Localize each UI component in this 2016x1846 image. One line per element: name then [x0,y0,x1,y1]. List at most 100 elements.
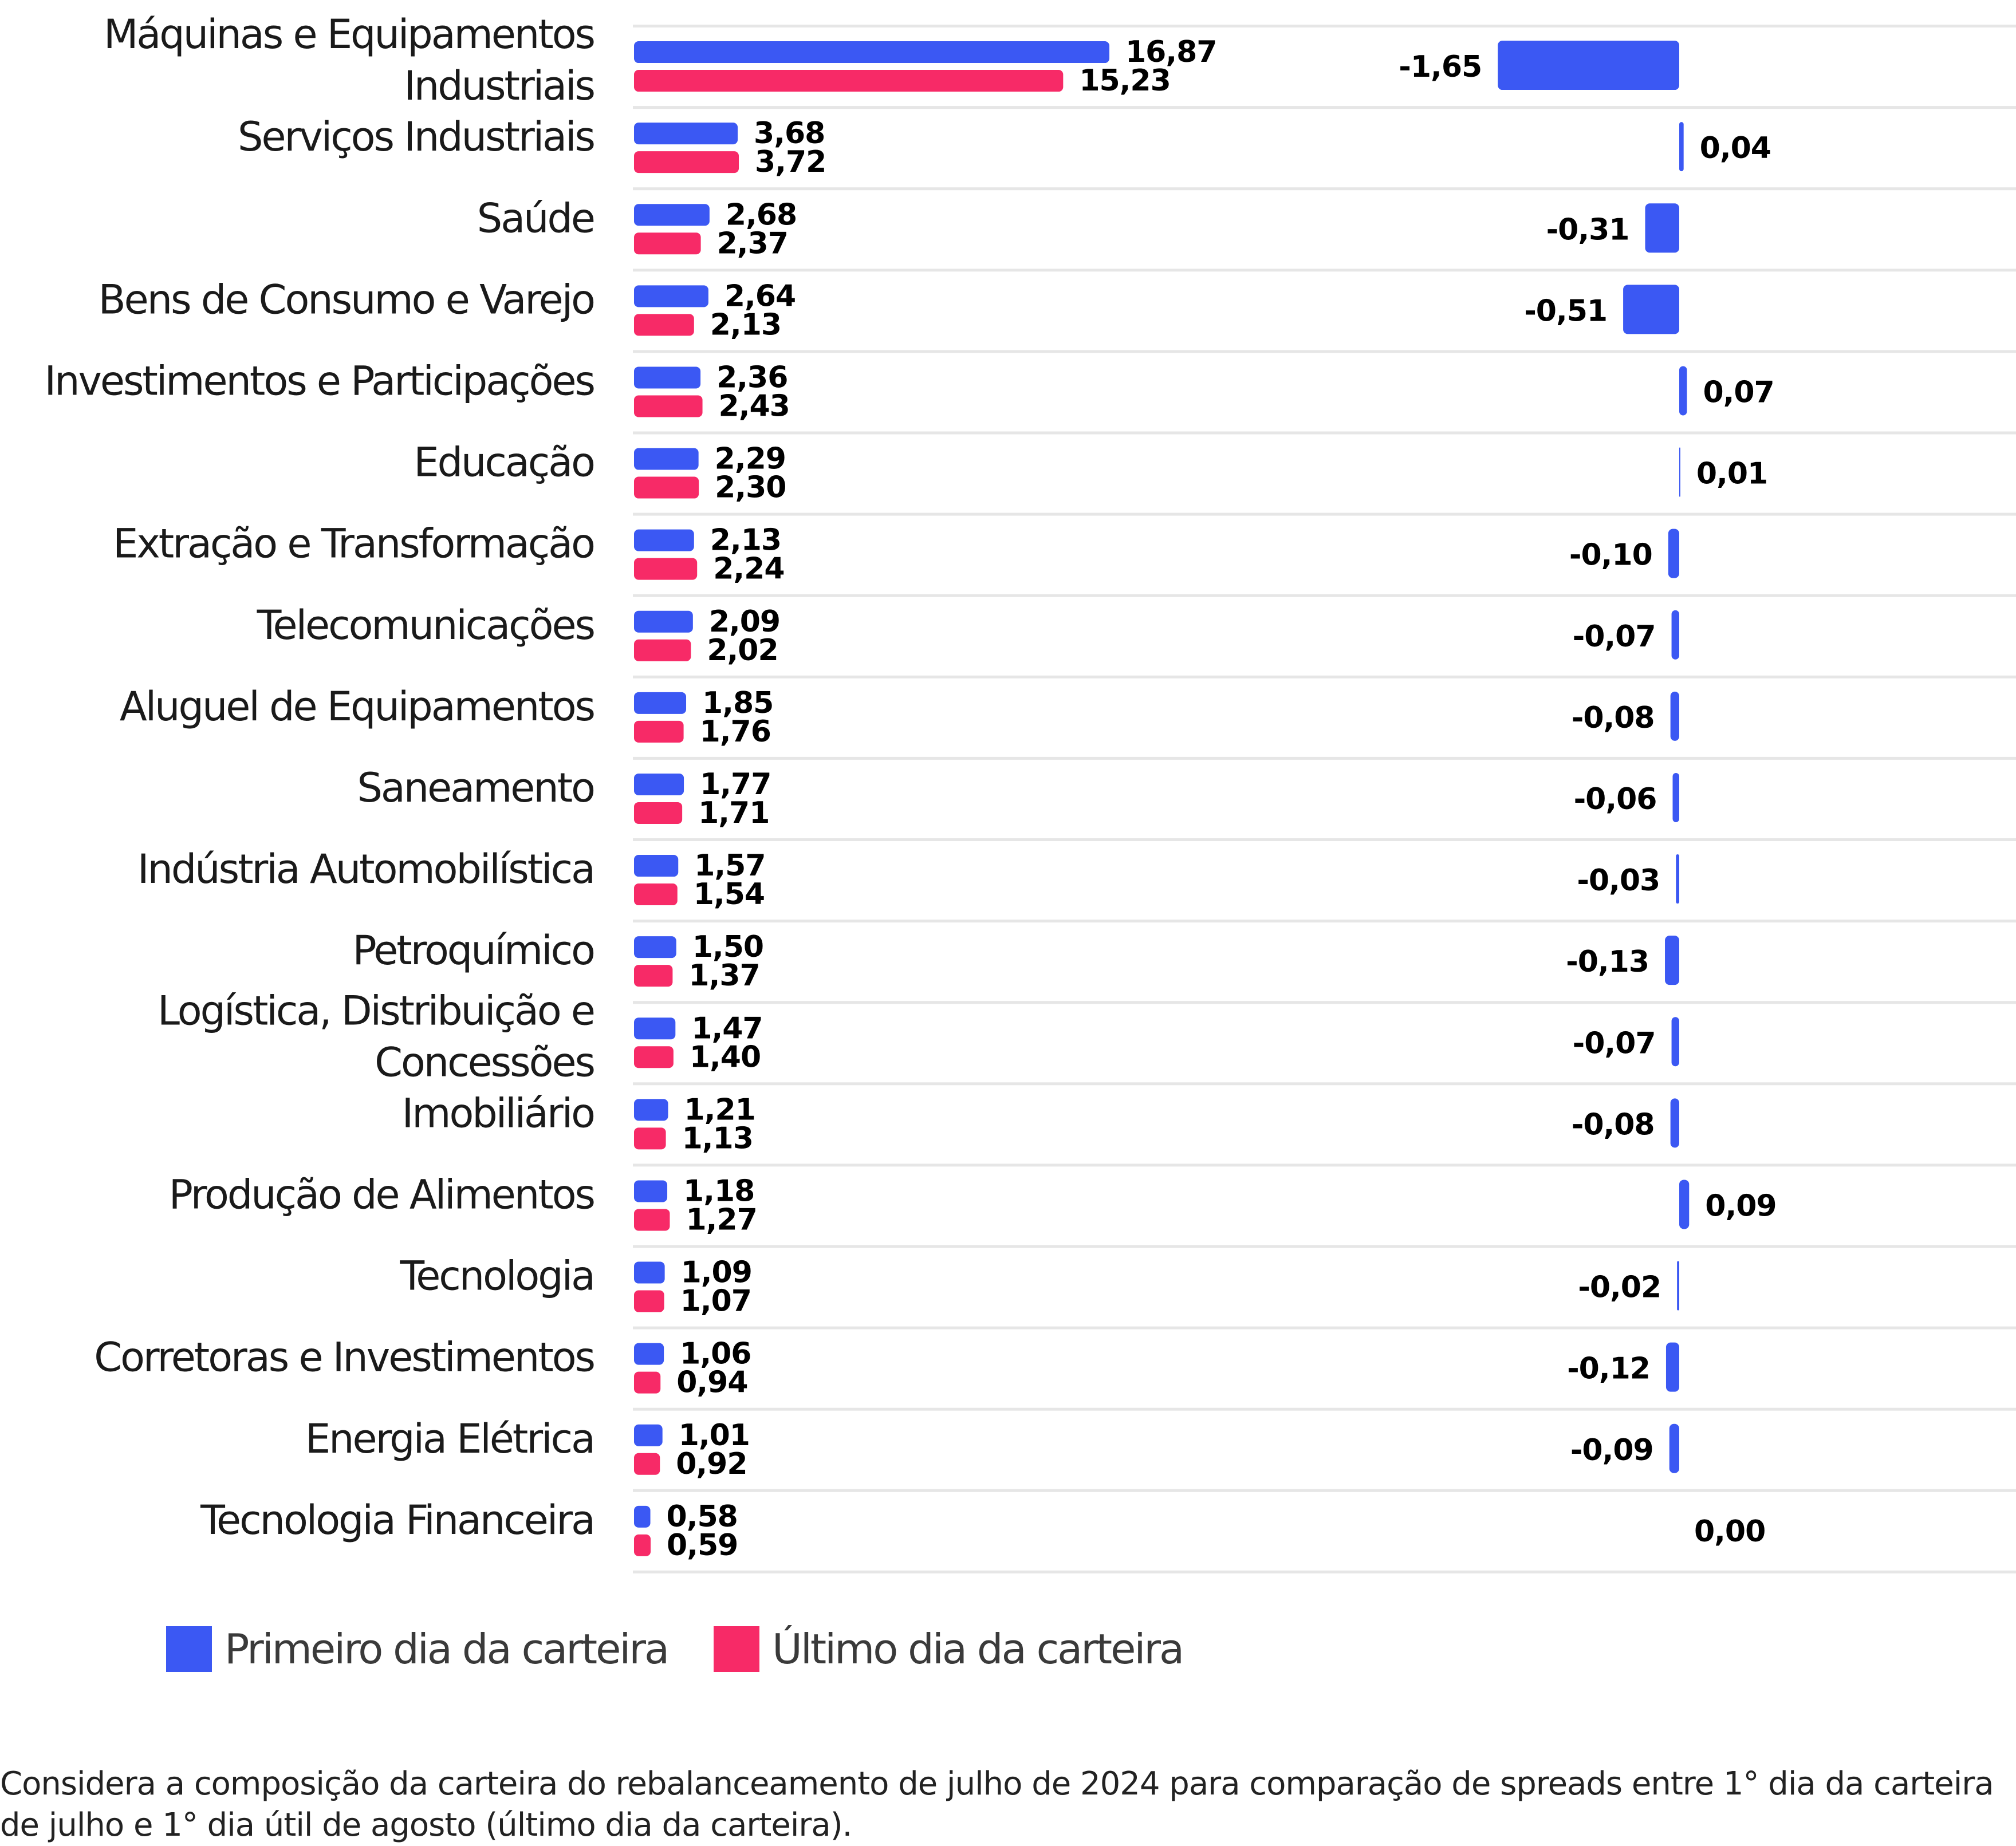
value-label-first-day: 0,58 [667,1500,738,1534]
bar-first-day [634,855,679,877]
value-label-last-day: 1,27 [686,1202,757,1237]
row-divider [633,512,2016,516]
value-label-first-day: 2,09 [709,605,780,639]
value-label-difference: -0,51 [1524,294,1607,328]
bar-last-day [634,1371,661,1394]
value-label-difference: -0,10 [1569,538,1652,573]
bar-last-day [634,883,678,906]
row-divider [633,594,2016,597]
value-label-difference: -0,09 [1570,1433,1653,1468]
bar-last-day [634,1209,670,1231]
category-label: Serviços Industriais [238,113,594,160]
category-label: Máquinas e Equipamentos Industriais [104,11,594,109]
bar-difference [1677,1261,1679,1311]
value-label-difference: 0,01 [1696,457,1767,491]
category-label: Imobiliário [402,1090,594,1137]
value-label-last-day: 2,02 [707,633,778,668]
value-label-first-day: 2,68 [726,198,797,232]
bar-last-day [634,639,691,661]
category-label: Logística, Distribuição e Concessões [158,987,594,1086]
category-label: Tecnologia [399,1253,594,1300]
value-label-first-day: 2,29 [715,442,786,476]
legend-label-first-day: Primeiro dia da carteira [225,1625,670,1673]
value-label-last-day: 1,40 [690,1040,761,1074]
value-label-last-day: 1,54 [694,877,765,912]
value-label-first-day: 16,87 [1125,35,1216,69]
value-label-last-day: 2,13 [710,307,781,342]
footnote: Considera a composição da carteira do re… [0,1765,1994,1844]
bar-difference [1670,1098,1679,1148]
row-divider [633,675,2016,679]
value-label-difference: -0,07 [1573,620,1656,654]
bar-last-day [634,1046,674,1068]
bar-difference [1670,691,1679,741]
value-label-first-day: 1,50 [692,930,763,964]
row-divider [633,756,2016,760]
bar-first-day [634,1099,668,1121]
value-label-first-day: 1,57 [694,849,765,883]
bar-last-day [634,70,1064,92]
row-divider [633,350,2016,353]
legend-item-first-day[interactable]: Primeiro dia da carteira [166,1625,670,1673]
value-label-first-day: 1,47 [691,1011,762,1046]
value-label-first-day: 1,77 [700,767,771,802]
value-label-first-day: 2,13 [710,523,781,558]
row-divider [633,1082,2016,1086]
bar-difference [1498,41,1679,90]
value-label-last-day: 2,30 [715,471,786,505]
bar-last-day [634,1453,660,1475]
value-label-difference: 0,09 [1705,1189,1776,1223]
bar-difference [1679,1180,1690,1229]
value-label-last-day: 3,72 [755,145,826,179]
bar-last-day [634,965,673,987]
row-divider [633,1245,2016,1248]
value-label-difference: -0,12 [1567,1352,1650,1386]
value-label-first-day: 1,18 [683,1174,754,1208]
bar-difference [1671,1017,1679,1067]
bar-difference [1665,936,1679,985]
value-label-last-day: 1,71 [698,796,769,830]
bar-first-day [634,448,699,470]
legend-item-last-day[interactable]: Último dia da carteira [714,1625,1184,1673]
legend-swatch-last-day [714,1626,760,1672]
bar-last-day [634,232,701,255]
bar-last-day [634,151,739,173]
bar-last-day [634,395,703,417]
bar-difference [1679,122,1684,172]
bar-first-day [634,692,687,714]
row-divider [633,1489,2016,1492]
bar-first-day [634,41,1110,64]
bar-first-day [634,1343,664,1365]
bar-first-day [634,936,676,959]
value-label-last-day: 15,23 [1079,64,1170,98]
category-label: Saneamento [357,764,594,811]
value-label-first-day: 3,68 [754,116,825,151]
legend-swatch-first-day [166,1626,212,1672]
bar-last-day [634,1290,664,1312]
bar-first-day [634,204,710,226]
row-divider [633,838,2016,841]
value-label-first-day: 1,01 [679,1418,750,1453]
category-label: Telecomunicações [257,602,594,649]
value-label-difference: -0,31 [1546,212,1629,247]
bar-last-day [634,1127,666,1150]
bar-difference [1679,447,1680,497]
row-divider [633,187,2016,191]
value-label-difference: -0,07 [1573,1026,1656,1060]
bar-difference [1668,528,1679,578]
value-label-first-day: 2,64 [724,279,796,313]
value-label-first-day: 1,09 [681,1256,752,1290]
row-divider [633,1163,2016,1167]
category-label: Bens de Consumo e Varejo [99,276,594,323]
bar-first-day [634,1505,651,1528]
row-divider [633,920,2016,923]
category-label: Produção de Alimentos [169,1171,594,1218]
value-label-last-day: 1,37 [688,959,759,993]
bar-last-day [634,1534,651,1556]
value-label-difference: -0,08 [1572,701,1655,735]
spread-chart: Máquinas e Equipamentos Industriais16,871… [44,11,2016,1573]
value-label-last-day: 1,13 [682,1121,753,1155]
value-label-difference: 0,04 [1700,131,1771,165]
bar-first-day [634,1261,665,1284]
bar-difference [1645,203,1679,253]
